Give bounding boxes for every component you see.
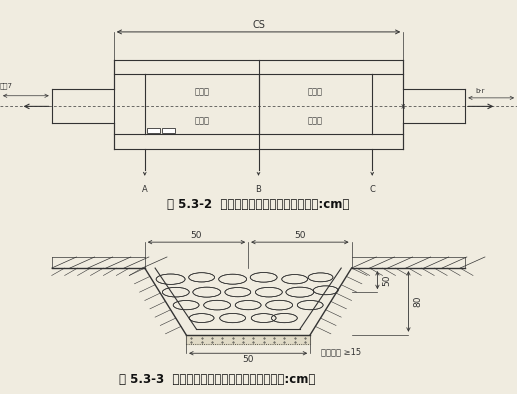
Text: 80: 80	[414, 296, 422, 307]
Text: B: B	[255, 185, 262, 194]
Text: 50: 50	[383, 274, 391, 286]
Text: 50: 50	[242, 355, 254, 364]
Text: 图 5.3-3  干砌石排水沟典型设计断面图（单位:cm）: 图 5.3-3 干砌石排水沟典型设计断面图（单位:cm）	[119, 373, 315, 386]
Text: 沉砂池: 沉砂池	[194, 117, 209, 126]
Text: b·r: b·r	[476, 87, 485, 94]
Text: 图 5.3-2  干砌石沉砂池平面设计图（单位:cm）: 图 5.3-2 干砌石沉砂池平面设计图（单位:cm）	[168, 198, 349, 211]
Text: C: C	[369, 185, 375, 194]
Bar	[147, 128, 160, 133]
Text: 砂砾垫层 ≥15: 砂砾垫层 ≥15	[321, 347, 361, 356]
Text: 沉砂池: 沉砂池	[308, 117, 323, 126]
Text: A: A	[142, 185, 148, 194]
Text: 50: 50	[294, 231, 306, 240]
Text: 沉砂7: 沉砂7	[0, 83, 13, 89]
Bar	[162, 128, 175, 133]
Text: CS: CS	[252, 20, 265, 30]
Text: 截流沟: 截流沟	[308, 87, 323, 96]
Text: 50: 50	[191, 231, 202, 240]
Text: 沉砂池: 沉砂池	[194, 87, 209, 96]
